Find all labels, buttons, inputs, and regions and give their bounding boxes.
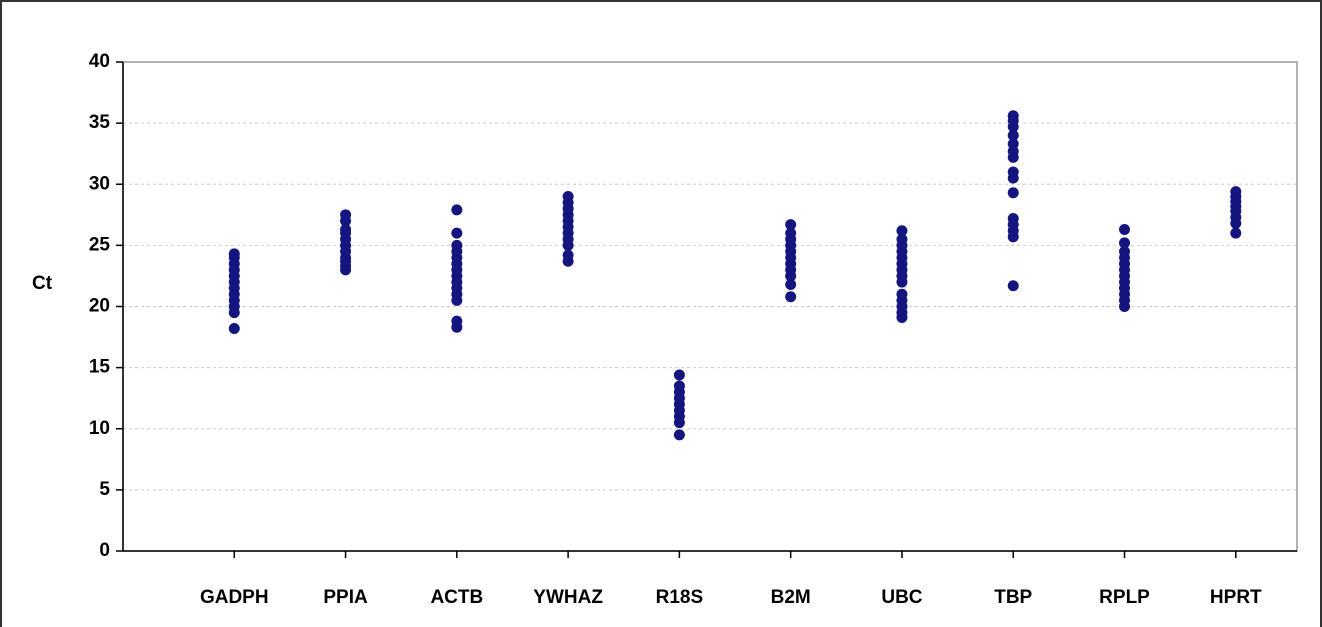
x-tick-label: HPRT <box>1210 587 1262 608</box>
dot <box>228 323 240 335</box>
dot <box>340 209 352 221</box>
dot <box>896 233 908 245</box>
dot <box>228 248 240 260</box>
dot <box>1007 129 1019 141</box>
x-tick-label: UBC <box>881 587 922 608</box>
y-tick-label: 40 <box>89 51 110 72</box>
y-tick-label: 20 <box>89 296 110 317</box>
x-tick-label: TBP <box>994 587 1032 608</box>
x-tick-label: B2M <box>771 587 811 608</box>
dot <box>1119 223 1131 235</box>
dot <box>1119 237 1131 249</box>
y-axis-label: Ct <box>32 273 53 294</box>
dot <box>1007 138 1019 150</box>
dot <box>562 190 574 202</box>
dot <box>673 369 685 381</box>
dot <box>451 315 463 327</box>
dot <box>1007 166 1019 178</box>
y-tick-label: 10 <box>89 418 110 439</box>
dot <box>785 291 797 303</box>
dot <box>451 204 463 216</box>
dot <box>1007 187 1019 199</box>
dot <box>785 219 797 231</box>
dot <box>1119 245 1131 257</box>
dot <box>896 288 908 300</box>
y-tick-label: 25 <box>89 234 111 255</box>
y-tick-label: 35 <box>89 112 111 133</box>
dot <box>785 227 797 239</box>
x-tick-label: PPIA <box>323 587 368 608</box>
dot <box>451 239 463 251</box>
dot <box>1230 186 1242 198</box>
dot <box>673 429 685 441</box>
y-tick-label: 30 <box>89 173 110 194</box>
dot <box>673 380 685 392</box>
x-tick-label: R18S <box>656 587 704 608</box>
x-tick-label: GADPH <box>200 587 269 608</box>
dot <box>1007 110 1019 122</box>
dot <box>1007 280 1019 292</box>
x-tick-label: RPLP <box>1099 587 1150 608</box>
dot <box>340 223 352 235</box>
dot <box>451 227 463 239</box>
y-tick-label: 5 <box>99 479 110 500</box>
dot <box>896 225 908 237</box>
dot <box>562 249 574 261</box>
y-tick-label: 0 <box>99 540 110 561</box>
dot <box>1230 227 1242 239</box>
dot <box>785 278 797 290</box>
x-tick-label: YWHAZ <box>533 587 603 608</box>
dot <box>1007 212 1019 224</box>
x-tick-label: ACTB <box>430 587 483 608</box>
y-tick-label: 15 <box>89 357 111 378</box>
